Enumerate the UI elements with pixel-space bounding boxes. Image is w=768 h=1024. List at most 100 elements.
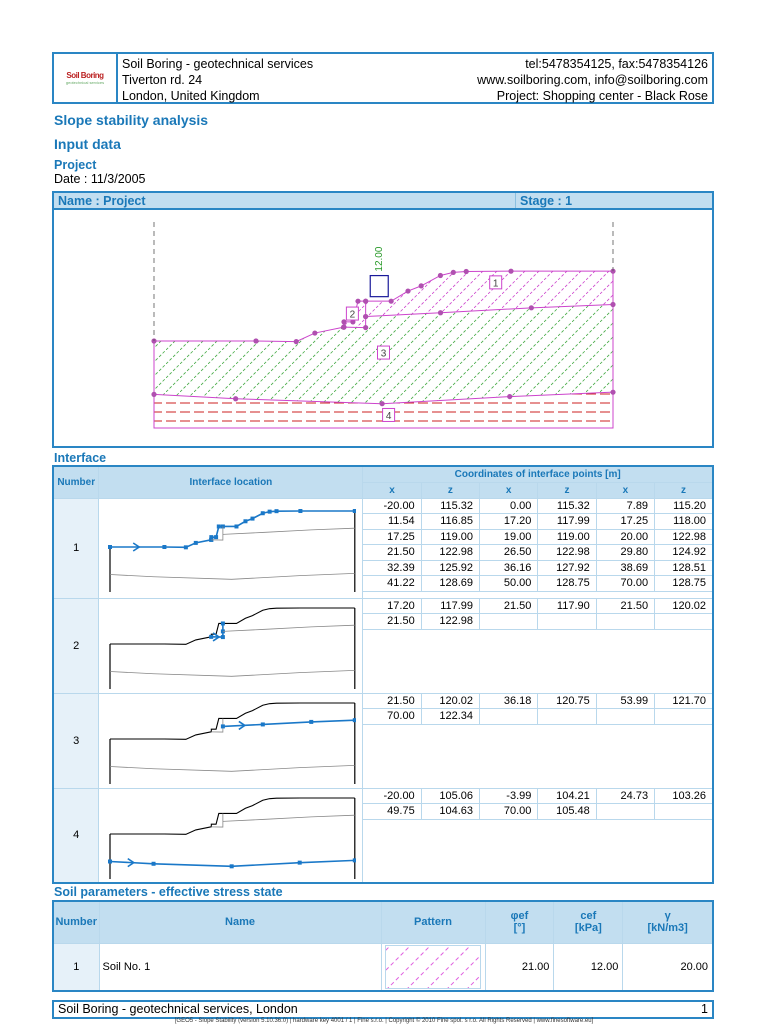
report-header: Soil Boring geotechnical services Soil Bo… — [52, 52, 714, 104]
col-number: Number — [52, 900, 100, 944]
svg-text:1: 1 — [493, 278, 499, 289]
interface-point — [528, 305, 534, 311]
table-row: 2 17.20 117.99 21.50 117.90 21.50 120.02 — [52, 597, 714, 694]
soil-table: Number Name Pattern φef [°] cef [kPa] γ [kN… — [52, 900, 714, 992]
interface-point — [260, 510, 265, 515]
coord-z: 122.98 — [654, 528, 714, 545]
interface-line — [109, 509, 355, 548]
interface-line — [109, 796, 355, 835]
interface-point — [437, 310, 444, 316]
svg-text:2: 2 — [350, 310, 356, 321]
boundary — [109, 703, 356, 786]
coord-z: 118.00 — [654, 513, 714, 530]
direction-arrow-icon — [238, 720, 247, 731]
coord-x — [595, 708, 656, 725]
coord-z: 127.92 — [537, 559, 597, 576]
interface-number: 2 — [52, 597, 100, 694]
coord-z: 128.75 — [654, 575, 714, 592]
interface-point — [233, 396, 239, 402]
interface-point — [341, 324, 347, 330]
col-name: Name — [98, 900, 382, 944]
coord-x: 21.50 — [479, 597, 539, 614]
coord-z: 105.06 — [420, 787, 481, 804]
interface-point — [508, 268, 514, 274]
region-label: 1 — [489, 275, 503, 289]
coord-x: 32.39 — [362, 559, 422, 576]
report-subtitle: Input data — [54, 136, 121, 152]
coord-x: 70.00 — [595, 575, 656, 592]
interface-point — [363, 324, 369, 331]
col-c: cef [kPa] — [553, 900, 624, 944]
coord-z: 117.99 — [537, 513, 597, 530]
interface-point — [610, 389, 616, 395]
coord-z: 128.51 — [654, 559, 714, 576]
boundary — [109, 510, 356, 593]
boundary — [109, 608, 356, 691]
interface-point — [183, 544, 188, 549]
interface-point — [352, 857, 357, 862]
coord-x: 38.69 — [595, 559, 656, 576]
project-heading: Project — [54, 158, 97, 172]
table-row: 49.75 104.63 70.00 105.48 — [53, 803, 714, 820]
interface-point — [405, 288, 411, 294]
coord-z — [654, 613, 714, 630]
coord-x: 41.22 — [362, 575, 422, 592]
interface-point — [463, 268, 469, 275]
coord-z: 104.63 — [420, 803, 481, 820]
interface-point — [298, 508, 303, 513]
coord-z: 122.98 — [420, 544, 481, 561]
table-row: 21.50 122.98 — [53, 613, 714, 630]
interface-diagram — [109, 607, 356, 691]
interface-point — [274, 508, 279, 513]
interface-point — [250, 516, 255, 521]
col-phi: φef [°] — [484, 900, 555, 944]
interface-point — [352, 718, 357, 723]
coord-x: 24.73 — [595, 787, 656, 804]
interface-line — [109, 702, 355, 740]
region-label: 3 — [377, 345, 390, 360]
interface-line — [211, 812, 224, 827]
col-z: z — [537, 481, 597, 499]
interface-line — [109, 764, 355, 772]
interface-point — [312, 330, 318, 336]
footer-company: Soil Boring - geotechnical services, Lon… — [58, 1002, 298, 1016]
coord-z — [537, 613, 597, 630]
interface-line — [109, 669, 355, 677]
soil-gamma: 20.00 — [622, 942, 714, 992]
coord-x: 21.50 — [362, 544, 422, 561]
coord-z: 125.92 — [420, 559, 481, 576]
coord-x: 70.00 — [362, 708, 422, 725]
coord-x: -3.99 — [479, 787, 539, 804]
interface-line — [222, 624, 355, 632]
interface-line — [365, 303, 614, 318]
col-z: z — [420, 481, 481, 499]
surcharge-load — [369, 274, 389, 298]
interface-line — [222, 814, 355, 822]
direction-arrow-icon — [212, 632, 221, 642]
col-location: Interface location — [98, 465, 364, 499]
coord-x: 21.50 — [362, 613, 422, 630]
interface-diagram — [109, 702, 357, 786]
coord-z: 117.90 — [537, 597, 597, 614]
interface-line — [222, 527, 355, 535]
boundary — [153, 271, 614, 429]
interface-line — [109, 607, 355, 645]
svg-text:4: 4 — [386, 411, 392, 422]
table-row: 17.25 119.00 19.00 119.00 20.00 122.98 — [53, 528, 714, 545]
svg-text:3: 3 — [381, 349, 387, 360]
col-number: Number — [52, 465, 100, 499]
interface-point — [297, 860, 302, 865]
stage-label: Stage : 1 — [520, 194, 573, 208]
coord-z: 122.98 — [420, 613, 481, 630]
project-name: Project: Shopping center - Black Rose — [496, 89, 708, 103]
interface-point — [610, 268, 616, 274]
project-figure-box: Name : Project Stage : 1 12.00 1 2 3 4 — [52, 191, 714, 448]
interface-point — [352, 508, 357, 513]
coord-z: 104.21 — [537, 787, 597, 804]
coord-x: 17.20 — [479, 513, 539, 530]
interface-point — [151, 391, 157, 397]
software-credits: [GEO5 - Slope Stability (version 5.10.36… — [174, 1018, 594, 1024]
coord-z: 120.75 — [537, 692, 597, 709]
contact-phone: tel:5478354125, fax:5478354126 — [525, 57, 708, 71]
interface-point — [220, 523, 225, 528]
